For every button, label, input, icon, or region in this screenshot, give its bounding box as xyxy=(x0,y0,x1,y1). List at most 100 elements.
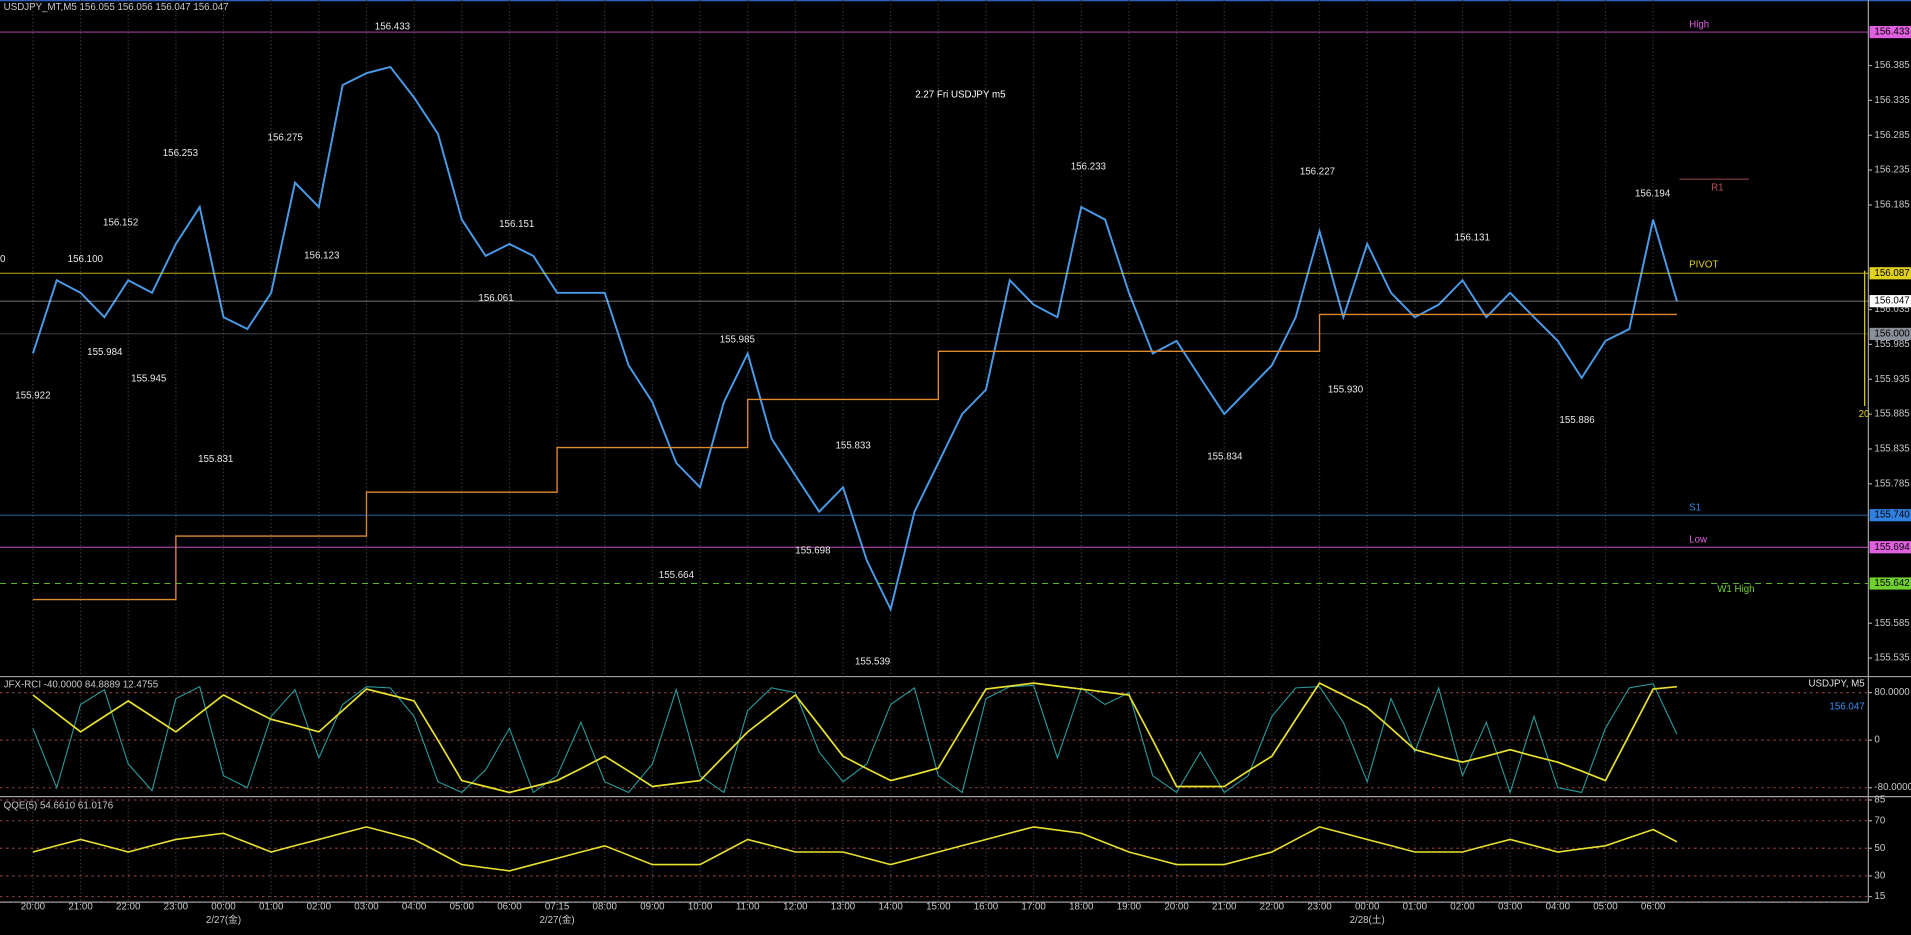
series-line xyxy=(32,682,1678,794)
price-box xyxy=(1869,327,1911,341)
x-tick-label: 00:00 xyxy=(211,902,236,913)
grid xyxy=(0,0,1869,903)
x-tick-label: 04:00 xyxy=(1546,902,1571,913)
y-tick-label: 156.235 xyxy=(1874,165,1910,176)
level-name: High xyxy=(1689,19,1709,30)
x-tick-label: 17:00 xyxy=(1021,902,1046,913)
x-tick-label: 20:00 xyxy=(1164,902,1189,913)
rci-pane xyxy=(32,682,1678,795)
x-tick-label: 06:00 xyxy=(497,902,522,913)
x-tick-label: 09:00 xyxy=(640,902,665,913)
price-annotation: 155.833 xyxy=(836,441,871,452)
price-box-label: 155.694 xyxy=(1874,542,1910,553)
price-annotation: 155.834 xyxy=(1207,452,1243,463)
y-tick-label: 155.535 xyxy=(1874,653,1910,664)
x-tick-label: 21:00 xyxy=(1212,902,1237,913)
qqe-pane xyxy=(32,826,1678,872)
price-annotation: 155.539 xyxy=(855,657,890,668)
level-name: PIVOT xyxy=(1689,259,1718,270)
x-tick-label: 04:00 xyxy=(402,902,427,913)
price-annotation: 155.698 xyxy=(795,546,830,557)
level-name: W1 High xyxy=(1717,584,1754,595)
price-annotation: 156.194 xyxy=(1635,188,1671,199)
y-tick-label: 30 xyxy=(1874,870,1885,881)
y-tick-label: 156.335 xyxy=(1874,95,1910,106)
y-tick-label: 15 xyxy=(1874,891,1885,902)
level-name: Low xyxy=(1689,535,1708,546)
y-tick-label: 156.385 xyxy=(1874,60,1910,71)
x-tick-label: 01:00 xyxy=(1403,902,1428,913)
price-annotation: 155.831 xyxy=(198,454,233,465)
y-tick-label: 0 xyxy=(1874,735,1880,746)
price-annotation: 156.227 xyxy=(1300,166,1335,177)
x-tick-label: 06:00 xyxy=(1641,902,1666,913)
x-tick-label: 00:00 xyxy=(1355,902,1380,913)
price-box xyxy=(1869,25,1911,39)
x-tick-label: 02:00 xyxy=(307,902,332,913)
x-tick-label: 12:00 xyxy=(783,902,808,913)
side-marker: 20 xyxy=(1859,409,1870,420)
price-annotation: 156.433 xyxy=(375,21,410,32)
y-tick-label: 50 xyxy=(1874,843,1885,854)
series-line xyxy=(32,826,1678,872)
level-name: R1 xyxy=(1711,182,1723,193)
y-tick-label: 155.985 xyxy=(1874,339,1910,350)
y-tick-label: 80.0000 xyxy=(1874,687,1910,698)
series-line xyxy=(31,65,1678,613)
date-label: 2/28(土) xyxy=(1350,913,1385,926)
price-annotation: 155.664 xyxy=(659,570,695,581)
price-annotation: 155.984 xyxy=(87,347,123,358)
x-tick-label: 08:00 xyxy=(593,902,618,913)
price-annotation: 156.152 xyxy=(103,218,138,229)
price-annotation: 155.985 xyxy=(720,335,756,346)
x-tick-label: 23:00 xyxy=(164,902,189,913)
x-tick-label: 03:00 xyxy=(1498,902,1523,913)
main-pane xyxy=(0,31,1869,613)
price-annotation: 156.061 xyxy=(478,293,513,304)
price-annotation: 156.100 xyxy=(0,254,6,265)
x-tick-label: 18:00 xyxy=(1069,902,1094,913)
y-tick-label: 155.935 xyxy=(1874,374,1910,385)
price-annotation: 155.922 xyxy=(15,391,50,402)
price-box xyxy=(1869,295,1911,308)
x-tick-label: 22:00 xyxy=(116,902,141,913)
price-annotation: 156.275 xyxy=(268,132,304,143)
x-tick-label: 22:00 xyxy=(1260,902,1285,913)
x-tick-label: 14:00 xyxy=(878,902,903,913)
date-label: 2/27(金) xyxy=(206,913,241,926)
x-tick-label: 01:00 xyxy=(259,902,284,913)
y-tick-label: 155.585 xyxy=(1874,618,1910,629)
price-annotation: 155.886 xyxy=(1559,415,1594,426)
x-tick-label: 15:00 xyxy=(926,902,951,913)
y-tick-label: 156.185 xyxy=(1874,200,1910,211)
x-tick-label: 10:00 xyxy=(688,902,713,913)
y-tick-label: 155.885 xyxy=(1874,409,1910,420)
price-annotation: 156.253 xyxy=(163,148,198,159)
x-tick-label: 07:15 xyxy=(545,902,570,913)
x-tick-label: 16:00 xyxy=(974,902,999,913)
x-tick-label: 19:00 xyxy=(1117,902,1142,913)
price-box xyxy=(1869,541,1911,554)
x-tick-label: 05:00 xyxy=(1593,902,1618,913)
x-tick-label: 11:00 xyxy=(736,902,760,913)
y-tick-label: 70 xyxy=(1874,815,1885,826)
level-name: S1 xyxy=(1689,502,1701,513)
price-box-label: 156.433 xyxy=(1874,27,1909,38)
price-annotation: 156.233 xyxy=(1071,162,1106,173)
price-box-label: 156.000 xyxy=(1874,329,1910,340)
qqe-header: QQE(5) 54.6610 61.0176 xyxy=(4,800,113,811)
x-tick-label: 02:00 xyxy=(1450,902,1475,913)
y-tick-label: 156.035 xyxy=(1874,304,1910,315)
price-box-label: 156.087 xyxy=(1874,268,1909,279)
rci-header: JFX-RCI -40.0000 84.8889 12.4755 xyxy=(4,680,159,691)
y-tick-label: 155.785 xyxy=(1874,478,1910,489)
y-tick-label: 155.835 xyxy=(1874,444,1910,455)
x-tick-label: 20:00 xyxy=(21,902,46,913)
x-tick-label: 21:00 xyxy=(68,902,93,913)
price-annotation: 156.131 xyxy=(1455,232,1490,243)
price-box-label: 156.047 xyxy=(1874,296,1909,307)
price-annotation: 156.151 xyxy=(499,219,534,230)
x-tick-label: 05:00 xyxy=(450,902,475,913)
